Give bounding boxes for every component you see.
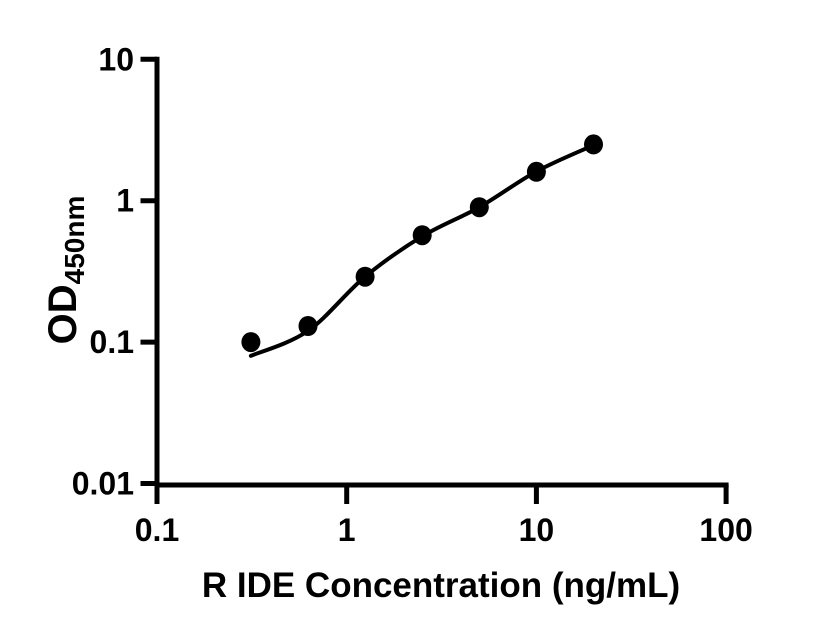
x-tick-label-0.1: 0.1	[135, 512, 179, 548]
x-axis-title: R IDE Concentration (ng/mL)	[202, 566, 680, 605]
y-axis-title: OD450nm	[41, 196, 90, 345]
y-tick-label-10: 10	[98, 41, 134, 77]
data-point-5	[469, 197, 489, 218]
data-point-1.25	[355, 266, 375, 287]
data-point-10	[526, 161, 546, 182]
data-point-0.625	[298, 316, 318, 336]
data-point-2.5	[412, 225, 432, 246]
x-tick-label-10: 10	[519, 512, 555, 548]
x-tick-label-1: 1	[338, 512, 356, 548]
y-axis-title-subscript: 450nm	[59, 196, 90, 285]
y-tick-label-1: 1	[116, 183, 134, 219]
y-axis-title-main: OD	[41, 284, 85, 344]
x-tick-label-100: 100	[699, 512, 752, 548]
y-tick-label-0.1: 0.1	[90, 324, 134, 360]
data-point-20	[584, 134, 603, 155]
data-point-0.3125	[241, 332, 261, 353]
y-tick-label-0.01: 0.01	[72, 466, 134, 502]
